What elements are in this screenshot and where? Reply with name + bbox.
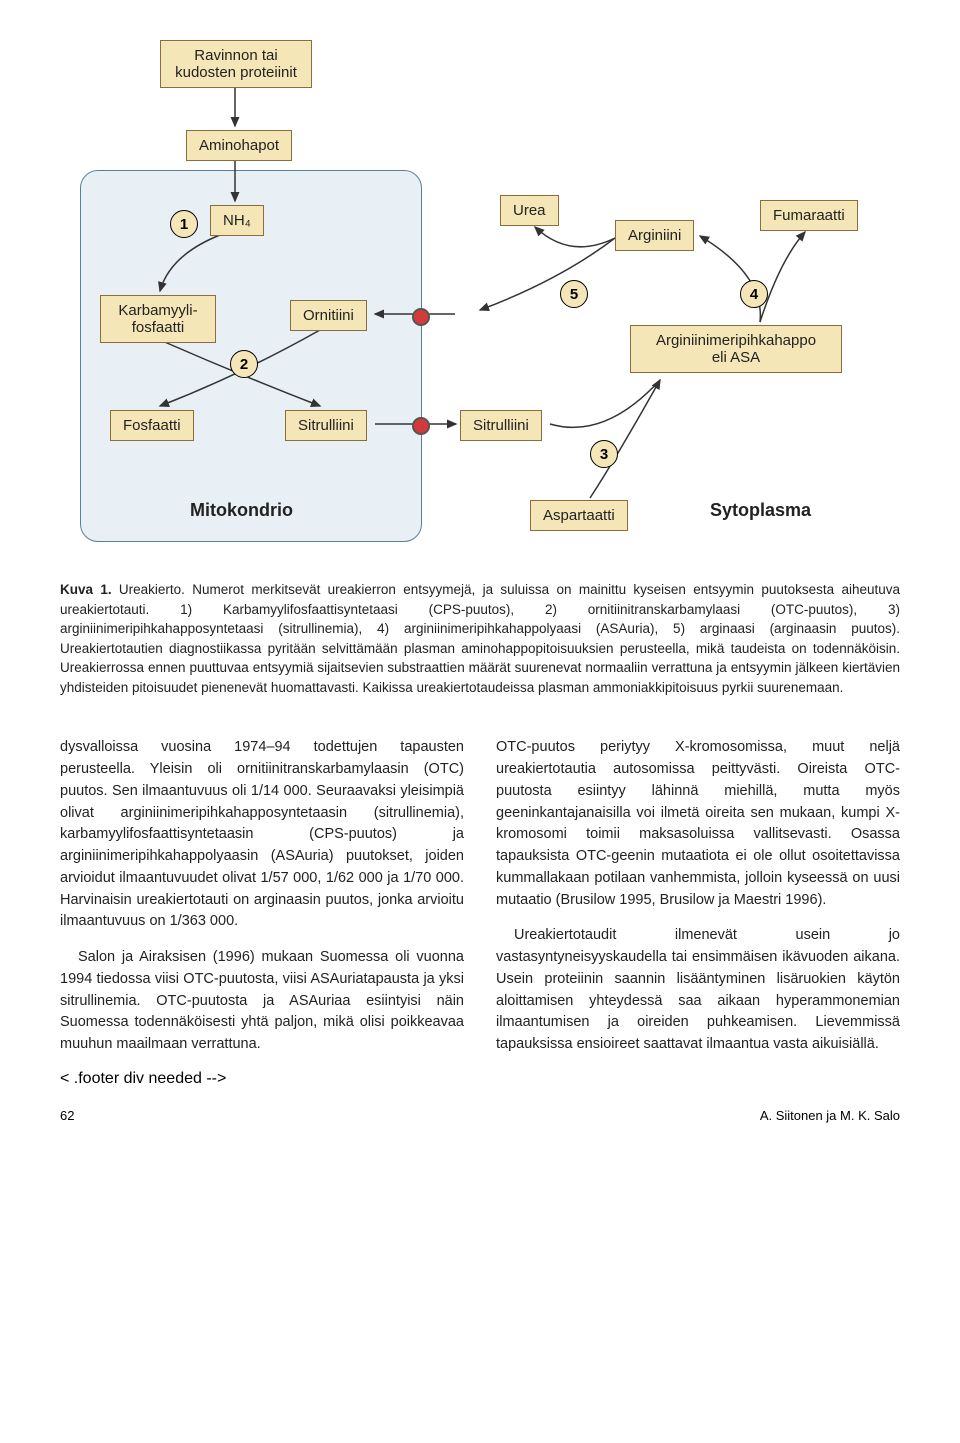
number-label: 4 bbox=[750, 286, 758, 303]
node-label: Urea bbox=[513, 202, 546, 219]
node-fumaraatti: Fumaraatti bbox=[760, 200, 858, 231]
node-label: Aspartaatti bbox=[543, 507, 615, 524]
node-label: kudosten proteiinit bbox=[175, 64, 297, 81]
body-paragraph: OTC-puutos periytyy X-kromosomissa, muut… bbox=[496, 737, 900, 911]
node-amino: Aminohapot bbox=[186, 130, 292, 161]
enzyme-number-3: 3 bbox=[590, 440, 618, 468]
urea-cycle-diagram: Ravinnon tai kudosten proteiinit Aminoha… bbox=[60, 40, 900, 560]
enzyme-number-1: 1 bbox=[170, 210, 198, 238]
node-ornitiini: Ornitiini bbox=[290, 300, 367, 331]
left-column: dysvalloissa vuosina 1974–94 todettujen … bbox=[60, 737, 464, 1070]
page-footer: 62 A. Siitonen ja M. K. Salo bbox=[60, 1108, 900, 1123]
transport-dot bbox=[412, 308, 430, 326]
node-arginiini: Arginiini bbox=[615, 220, 694, 251]
figure-caption: Kuva 1. Ureakierto. Numerot merkitsevät … bbox=[60, 580, 900, 697]
node-label: Karbamyyli- bbox=[118, 302, 197, 319]
node-label: fosfaatti bbox=[132, 319, 185, 336]
body-paragraph: Ureakiertotaudit ilmenevät usein jo vast… bbox=[496, 925, 900, 1056]
sytoplasma-label: Sytoplasma bbox=[710, 500, 811, 521]
node-label: Ornitiini bbox=[303, 307, 354, 324]
number-label: 1 bbox=[180, 216, 188, 233]
node-label: Arginiini bbox=[628, 227, 681, 244]
node-label: Arginiinimeripihkahappo bbox=[656, 332, 816, 349]
node-sitrulliini-2: Sitrulliini bbox=[460, 410, 542, 441]
node-karbamyyli: Karbamyyli- fosfaatti bbox=[100, 295, 216, 343]
enzyme-number-5: 5 bbox=[560, 280, 588, 308]
node-label: eli ASA bbox=[712, 349, 760, 366]
node-label: Fumaraatti bbox=[773, 207, 845, 224]
authors: A. Siitonen ja M. K. Salo bbox=[760, 1108, 900, 1123]
node-label: Aminohapot bbox=[199, 137, 279, 154]
node-asa: Arginiinimeripihkahappo eli ASA bbox=[630, 325, 842, 373]
node-label: Sitrulliini bbox=[473, 417, 529, 434]
enzyme-number-2: 2 bbox=[230, 350, 258, 378]
body-columns: dysvalloissa vuosina 1974–94 todettujen … bbox=[60, 737, 900, 1070]
body-paragraph: dysvalloissa vuosina 1974–94 todettujen … bbox=[60, 737, 464, 933]
mitokondrio-label: Mitokondrio bbox=[190, 500, 293, 521]
caption-text: Ureakierto. Numerot merkitsevät ureakier… bbox=[60, 582, 900, 695]
node-urea: Urea bbox=[500, 195, 559, 226]
body-paragraph: Salon ja Airaksisen (1996) mukaan Suomes… bbox=[60, 947, 464, 1056]
right-column: OTC-puutos periytyy X-kromosomissa, muut… bbox=[496, 737, 900, 1070]
number-label: 2 bbox=[240, 356, 248, 373]
node-nh4: NH₄ bbox=[210, 205, 264, 236]
node-sitrulliini-1: Sitrulliini bbox=[285, 410, 367, 441]
node-aspartaatti: Aspartaatti bbox=[530, 500, 628, 531]
figure-label: Kuva 1. bbox=[60, 582, 112, 597]
node-label: Fosfaatti bbox=[123, 417, 181, 434]
node-label: NH₄ bbox=[223, 212, 251, 229]
number-label: 5 bbox=[570, 286, 578, 303]
node-proteins: Ravinnon tai kudosten proteiinit bbox=[160, 40, 312, 88]
enzyme-number-4: 4 bbox=[740, 280, 768, 308]
transport-dot bbox=[412, 417, 430, 435]
number-label: 3 bbox=[600, 446, 608, 463]
page-number: 62 bbox=[60, 1108, 74, 1123]
node-label: Sitrulliini bbox=[298, 417, 354, 434]
node-label: Ravinnon tai bbox=[194, 47, 277, 64]
node-fosfaatti: Fosfaatti bbox=[110, 410, 194, 441]
